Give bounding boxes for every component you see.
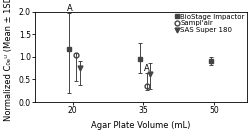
- Text: A: A: [143, 64, 149, 73]
- Legend: BioStage Impactor, Sampl'air, SAS Super 180: BioStage Impactor, Sampl'air, SAS Super …: [174, 13, 244, 34]
- X-axis label: Agar Plate Volume (mL): Agar Plate Volume (mL): [91, 121, 190, 130]
- Text: A: A: [66, 4, 72, 13]
- Y-axis label: Normalized C₀ₑᵁ (Mean ± 1SD): Normalized C₀ₑᵁ (Mean ± 1SD): [4, 0, 13, 121]
